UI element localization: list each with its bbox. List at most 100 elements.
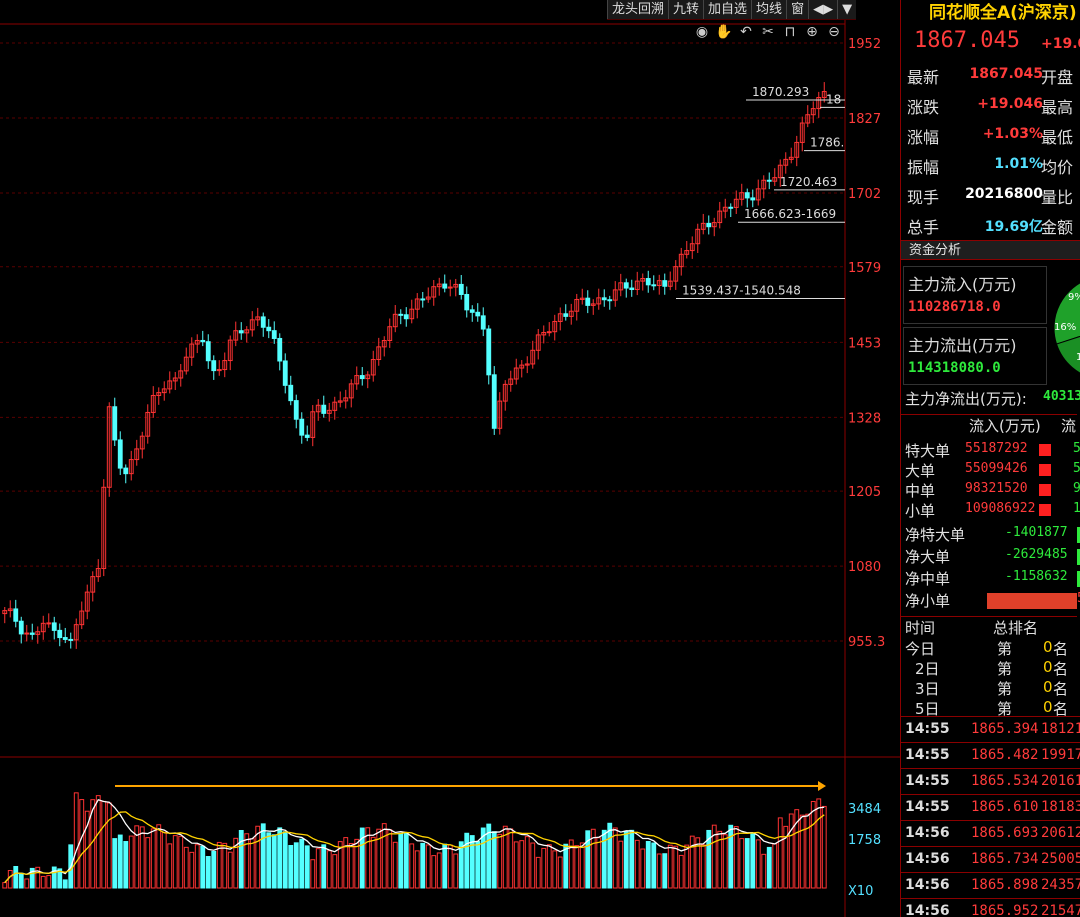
candle-body — [194, 339, 200, 345]
rank-prefix: 第 — [997, 640, 1013, 658]
quote-label-2: 金额 — [1041, 218, 1074, 237]
tick-time: 14:55 — [905, 773, 950, 789]
price-annotations: 1870.293 18 1786. 1720.463 1666.623-1669 1539… — [676, 85, 845, 300]
volume-bar — [601, 829, 607, 889]
pie-label: 9% — [1068, 292, 1080, 303]
net-outflow-value: 40313 — [1043, 389, 1080, 404]
hand-icon[interactable]: ✋ — [715, 24, 733, 40]
volume-bar — [733, 826, 739, 889]
flow-in-value: 55187292 — [965, 441, 1028, 456]
price-tick-label: 1453 — [848, 336, 881, 351]
flow-in-value: 55099426 — [965, 461, 1028, 476]
candle-body — [2, 610, 8, 615]
tick-time: 14:56 — [905, 877, 950, 893]
price-tick-label: 1827 — [848, 112, 881, 127]
kline-chart[interactable]: 1952 1827 1702 1579 1453 1328 1205 1080 955.3 187… — [0, 20, 900, 917]
toolbar-item-2[interactable]: 加自选 — [703, 0, 751, 19]
chart-icon-bar: ◉ ✋ ↶ ✂ ⊓ ⊕ ⊖ — [692, 22, 844, 42]
candle-body — [601, 297, 607, 301]
rank-number: 0 — [1043, 658, 1053, 676]
candle-body — [700, 222, 706, 230]
volume-bar — [161, 831, 167, 889]
toolbar-item-6[interactable]: ▼ — [837, 0, 856, 19]
candle-body — [799, 122, 805, 143]
volume-bar — [678, 854, 684, 889]
toolbar-item-4[interactable]: 窗 — [786, 0, 808, 19]
candle-body — [678, 253, 684, 268]
fund-analysis-header[interactable]: 资金分析 — [901, 240, 1080, 260]
net-row: 净中单 -1158632 — [905, 568, 1080, 588]
main-outflow-value: 114318080.0 — [908, 360, 1001, 376]
candle-body — [458, 283, 464, 295]
tick-price: 1865.534 — [971, 773, 1039, 789]
tick-price: 1865.898 — [971, 877, 1039, 893]
volume-bar — [662, 853, 668, 889]
quote-value: 19.69亿 — [984, 219, 1043, 235]
volume-bar — [277, 827, 283, 889]
toolbar-item-3[interactable]: 均线 — [751, 0, 786, 19]
volume-bar — [453, 853, 459, 889]
volume-bar — [640, 848, 646, 889]
flow-row: 特大单 55187292 5 — [905, 440, 1080, 460]
quote-value: +19.046 — [977, 96, 1043, 112]
net-bar — [1077, 527, 1080, 543]
candle-body — [381, 340, 387, 348]
volume-bar — [18, 872, 24, 889]
rank-row: 今日 第 0 名 — [905, 638, 1080, 658]
chart-toolbar: 龙头回溯 九转 加自选 均线窗 ◀▶ ▼ — [607, 0, 857, 20]
candle-body — [453, 283, 459, 288]
volume-bar — [337, 841, 343, 889]
candle-body — [623, 282, 629, 289]
candle-body — [662, 280, 668, 287]
volume-bar — [420, 842, 426, 889]
candle-body — [414, 298, 420, 310]
candle-body — [106, 406, 112, 488]
zoom-in-icon[interactable]: ⊕ — [806, 24, 818, 40]
toolbar-item-1[interactable]: 九转 — [668, 0, 703, 19]
volume-bar — [431, 855, 437, 889]
main-inflow-box: 主力流入(万元) 110286718.0 — [903, 266, 1047, 324]
candle-body — [563, 313, 569, 317]
tick-time: 14:56 — [905, 825, 950, 841]
volume-bar — [238, 829, 244, 889]
volume-bar — [579, 842, 585, 889]
volume-bar — [156, 824, 162, 889]
quote-label-2: 量比 — [1041, 188, 1074, 207]
volume-bar — [568, 839, 574, 889]
volume-bar — [711, 824, 717, 889]
candle-body — [442, 283, 448, 289]
candle-body — [304, 434, 310, 438]
candle-body — [18, 620, 24, 635]
candle-body — [464, 293, 470, 311]
cut-icon[interactable]: ✂ — [762, 24, 774, 40]
zoom-out-icon[interactable]: ⊖ — [828, 24, 840, 40]
flow-label: 特大单 — [905, 442, 951, 460]
eye-icon[interactable]: ◉ — [695, 24, 709, 40]
toolbar-item-0[interactable]: 龙头回溯 — [607, 0, 668, 19]
price-grid: 1952 1827 1702 1579 1453 1328 1205 1080 955.3 — [0, 37, 885, 650]
volume-bar — [772, 843, 778, 889]
flow-header: 流入(万元) 流 — [901, 414, 1077, 436]
candle-body — [128, 459, 134, 475]
candle-body — [557, 313, 563, 322]
lock-icon[interactable]: ⊓ — [784, 24, 796, 40]
tick-price: 1865.693 — [971, 825, 1039, 841]
net-outflow-label: 主力净流出(万元): — [905, 390, 1027, 408]
rank-number: 0 — [1043, 698, 1053, 716]
volume-bar — [106, 802, 112, 889]
volume-bar — [766, 846, 772, 889]
candle-body — [205, 341, 211, 362]
volume-bar — [117, 834, 123, 889]
quote-value: 1.01% — [994, 156, 1043, 172]
candle-body — [13, 608, 19, 622]
toolbar-item-5[interactable]: ◀▶ — [808, 0, 837, 19]
candle-body — [552, 320, 558, 333]
candle-body — [596, 297, 602, 305]
price-change: +19.0 — [1041, 36, 1080, 52]
tick-time: 14:55 — [905, 747, 950, 763]
quote-value: 1867.045 — [969, 66, 1043, 82]
candle-body — [123, 467, 129, 475]
rank-period: 3日 — [915, 680, 940, 698]
candle-body — [568, 310, 574, 317]
undo-icon[interactable]: ↶ — [740, 24, 752, 40]
